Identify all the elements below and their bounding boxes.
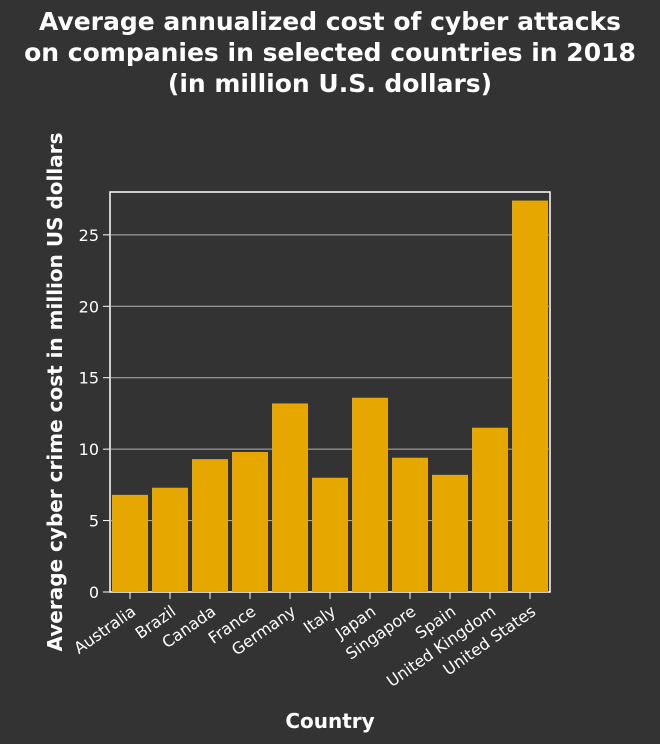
y-tick-label: 25 — [79, 226, 99, 245]
y-tick-label: 5 — [89, 512, 99, 531]
y-axis-ticks: 0 5 10 15 20 25 — [79, 226, 110, 602]
bar — [512, 200, 548, 593]
bar — [112, 494, 148, 592]
bar — [312, 477, 348, 592]
y-tick-label: 10 — [79, 440, 99, 459]
y-tick-label: 0 — [89, 583, 99, 602]
x-tick-label: Italy — [300, 602, 339, 637]
bars — [112, 200, 548, 593]
bar — [272, 403, 308, 592]
bar — [232, 452, 268, 592]
bar — [352, 397, 388, 592]
chart-title: Average annualized cost of cyber attacks… — [24, 7, 636, 98]
bar — [432, 474, 468, 592]
bar — [192, 459, 228, 592]
title-line-2: on companies in selected countries in 20… — [24, 38, 636, 67]
y-axis-label: Average cyber crime cost in million US d… — [43, 132, 67, 651]
y-tick-label: 15 — [79, 369, 99, 388]
title-line-1: Average annualized cost of cyber attacks — [39, 7, 621, 36]
x-axis-label: Country — [285, 709, 374, 733]
bar — [392, 457, 428, 592]
bar — [472, 427, 508, 592]
y-tick-label: 20 — [79, 297, 99, 316]
bar — [152, 487, 188, 592]
x-tick-label: Australia — [70, 602, 139, 658]
title-line-3: (in million U.S. dollars) — [168, 69, 492, 98]
